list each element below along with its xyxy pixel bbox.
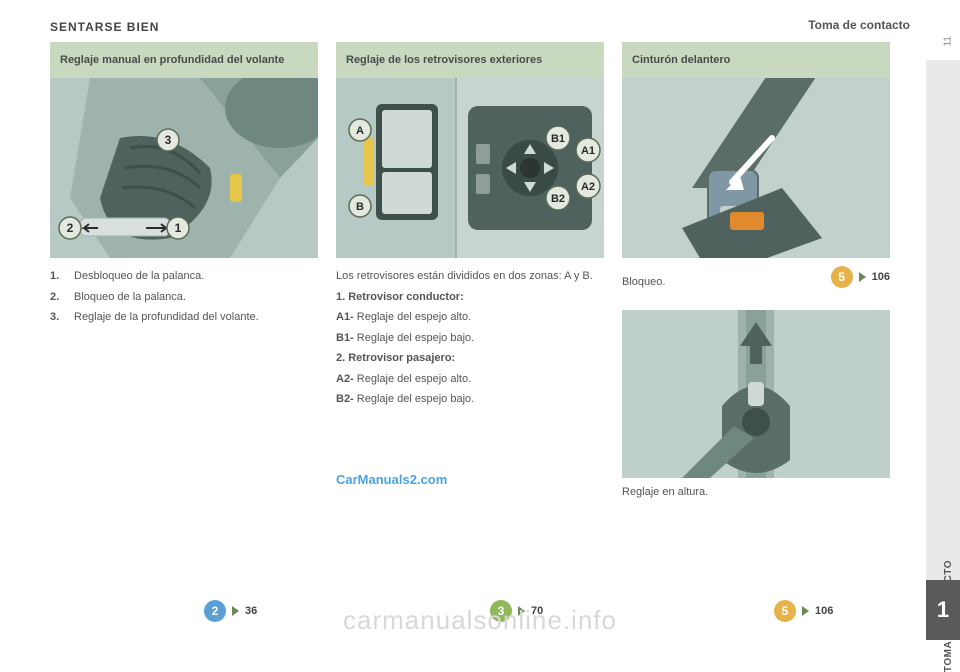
ref-page: 36: [245, 605, 257, 617]
illus-seatbelt-height: [622, 310, 890, 478]
pageref-106b: 5 106: [774, 600, 833, 622]
mirrors-intro: Los retrovisores están divididos en dos …: [336, 268, 604, 285]
col-seatbelt: Cinturón delantero Bl: [622, 42, 890, 498]
list-num: 3.: [50, 309, 64, 326]
line-b: A2-: [336, 373, 357, 385]
panel-title-mirrors: Reglaje de los retrovisores exteriores: [336, 42, 604, 78]
svg-text:B2: B2: [551, 193, 565, 205]
mirrors-text: Los retrovisores están divididos en dos …: [336, 268, 604, 412]
list-text: Bloqueo de la palanca.: [74, 289, 186, 306]
line-t: Reglaje del espejo bajo.: [357, 393, 474, 405]
caption-height: Reglaje en altura.: [622, 486, 890, 498]
pageref-106a: 5 106: [831, 266, 890, 288]
steering-list: 1. Desbloqueo de la palanca. 2. Bloqueo …: [50, 268, 318, 330]
line-b: 2. Retrovisor pasajero:: [336, 352, 455, 364]
illus-steering: 1 2 3: [50, 78, 318, 258]
svg-text:1: 1: [175, 221, 182, 235]
caption-lock: Bloqueo.: [622, 276, 665, 288]
list-num: 1.: [50, 268, 64, 285]
line-b: B1-: [336, 332, 357, 344]
line-t: Reglaje del espejo alto.: [357, 373, 471, 385]
list-num: 2.: [50, 289, 64, 306]
list-item: 2. Bloqueo de la palanca.: [50, 289, 318, 306]
columns: Reglaje manual en profundidad del volant…: [50, 42, 910, 498]
panel-title-seatbelt: Cinturón delantero: [622, 42, 890, 78]
line-t: Reglaje del espejo alto.: [357, 311, 471, 323]
chip-icon: 5: [774, 600, 796, 622]
chip-icon: 5: [831, 266, 853, 288]
svg-text:B: B: [356, 201, 364, 213]
svg-text:B1: B1: [551, 133, 565, 145]
sidebar-chapter-number: 1: [926, 580, 960, 640]
pageref-36: 2 36: [204, 600, 257, 622]
col-steering: Reglaje manual en profundidad del volant…: [50, 42, 318, 498]
svg-text:3: 3: [165, 133, 172, 147]
line-b: 1. Retrovisor conductor:: [336, 291, 464, 303]
panel-title-steering: Reglaje manual en profundidad del volant…: [50, 42, 318, 78]
section-title: SENTARSE BIEN: [50, 20, 910, 34]
ref-page: 106: [815, 605, 833, 617]
list-text: Reglaje de la profundidad del volante.: [74, 309, 259, 326]
watermark-footer: carmanualsonline.info: [343, 605, 617, 636]
page-body: SENTARSE BIEN Reglaje manual en profundi…: [50, 20, 910, 620]
line-b: A1-: [336, 311, 357, 323]
line-t: Reglaje del espejo bajo.: [357, 332, 474, 344]
watermark-carmanuals2: CarManuals2.com: [336, 472, 604, 487]
sidebar: TOMA DE CONTACTO 1: [926, 60, 960, 640]
list-item: 1. Desbloqueo de la palanca.: [50, 268, 318, 285]
col-mirrors: Reglaje de los retrovisores exteriores: [336, 42, 604, 498]
arrow-icon: [859, 272, 866, 282]
svg-text:A: A: [356, 125, 364, 137]
illus-mirrors: A B B1 A1 B2 A2: [336, 78, 604, 258]
list-item: 3. Reglaje de la profundidad del volante…: [50, 309, 318, 326]
svg-text:2: 2: [67, 221, 74, 235]
illus-seatbelt-lock: [622, 78, 890, 258]
arrow-icon: [802, 606, 809, 616]
page-number: 11: [942, 36, 953, 46]
svg-text:A1: A1: [581, 145, 595, 157]
list-text: Desbloqueo de la palanca.: [74, 268, 204, 285]
chip-icon: 2: [204, 600, 226, 622]
ref-page: 106: [872, 271, 890, 283]
arrow-icon: [232, 606, 239, 616]
svg-text:A2: A2: [581, 181, 595, 193]
line-b: B2-: [336, 393, 357, 405]
